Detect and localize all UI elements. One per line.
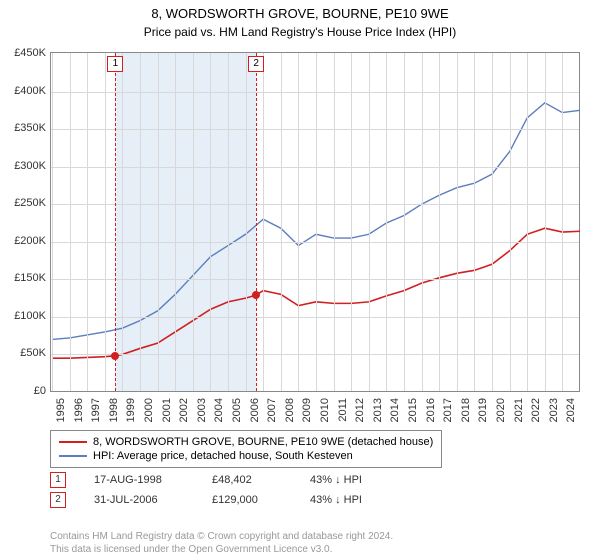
event-date-2: 31-JUL-2006 [94,494,184,506]
ytick-label: £450K [0,47,46,59]
ytick-label: £300K [0,160,46,172]
event-line-marker: 1 [107,56,123,72]
xtick-label: 2013 [372,398,384,422]
event-price-1: £48,402 [212,474,282,486]
legend-box: 8, WORDSWORTH GROVE, BOURNE, PE10 9WE (d… [50,430,442,468]
ytick-label: £400K [0,85,46,97]
legend-label-price: 8, WORDSWORTH GROVE, BOURNE, PE10 9WE (d… [93,436,433,448]
xtick-label: 2003 [196,398,208,422]
xtick-label: 2007 [266,398,278,422]
event-date-1: 17-AUG-1998 [94,474,184,486]
xtick-label: 2012 [354,398,366,422]
xtick-label: 2002 [178,398,190,422]
event-pct-2: 43% ↓ HPI [310,494,362,506]
xtick-label: 2018 [460,398,472,422]
event-marker-1: 1 [50,472,66,488]
xtick-label: 2021 [513,398,525,422]
xtick-label: 2024 [565,398,577,422]
xtick-label: 2011 [337,398,349,422]
series-marker [252,291,260,299]
chart-container: 8, WORDSWORTH GROVE, BOURNE, PE10 9WE Pr… [0,0,600,560]
legend-area: 8, WORDSWORTH GROVE, BOURNE, PE10 9WE (d… [50,430,580,508]
xtick-label: 2015 [407,398,419,422]
xtick-label: 2000 [143,398,155,422]
xtick-label: 1998 [108,398,120,422]
chart-subtitle: Price paid vs. HM Land Registry's House … [0,23,600,39]
xtick-label: 2017 [442,398,454,422]
chart-title: 8, WORDSWORTH GROVE, BOURNE, PE10 9WE [0,0,600,23]
ytick-label: £250K [0,197,46,209]
event-line-marker: 2 [248,56,264,72]
footer-line1: Contains HM Land Registry data © Crown c… [50,530,393,543]
plot-region: 12 [50,52,580,392]
ytick-label: £0 [0,385,46,397]
chart-area: 12 [50,52,580,392]
legend-label-hpi: HPI: Average price, detached house, Sout… [93,450,353,462]
event-row-1: 1 17-AUG-1998 £48,402 43% ↓ HPI [50,468,580,488]
ytick-label: £150K [0,272,46,284]
ytick-label: £200K [0,235,46,247]
legend-row-hpi: HPI: Average price, detached house, Sout… [59,449,433,463]
xtick-label: 2010 [319,398,331,422]
ytick-label: £50K [0,347,46,359]
xtick-label: 2022 [530,398,542,422]
event-pct-1: 43% ↓ HPI [310,474,362,486]
xtick-label: 2016 [425,398,437,422]
footer-attribution: Contains HM Land Registry data © Crown c… [50,530,393,556]
xtick-label: 1999 [125,398,137,422]
event-row-2: 2 31-JUL-2006 £129,000 43% ↓ HPI [50,488,580,508]
legend-row-price: 8, WORDSWORTH GROVE, BOURNE, PE10 9WE (d… [59,435,433,449]
ytick-label: £350K [0,122,46,134]
footer-line2: This data is licensed under the Open Gov… [50,543,393,556]
event-marker-2: 2 [50,492,66,508]
xtick-label: 2005 [231,398,243,422]
xtick-label: 2006 [249,398,261,422]
xtick-label: 2023 [548,398,560,422]
xtick-label: 1996 [73,398,85,422]
legend-swatch-price [59,441,87,443]
series-marker [111,352,119,360]
xtick-label: 2008 [284,398,296,422]
event-price-2: £129,000 [212,494,282,506]
xtick-label: 2019 [477,398,489,422]
xtick-label: 2014 [389,398,401,422]
xtick-label: 2009 [301,398,313,422]
legend-swatch-hpi [59,455,87,457]
xtick-label: 2004 [213,398,225,422]
ytick-label: £100K [0,310,46,322]
xtick-label: 2020 [495,398,507,422]
xtick-label: 1997 [90,398,102,422]
xtick-label: 1995 [55,398,67,422]
xtick-label: 2001 [161,398,173,422]
